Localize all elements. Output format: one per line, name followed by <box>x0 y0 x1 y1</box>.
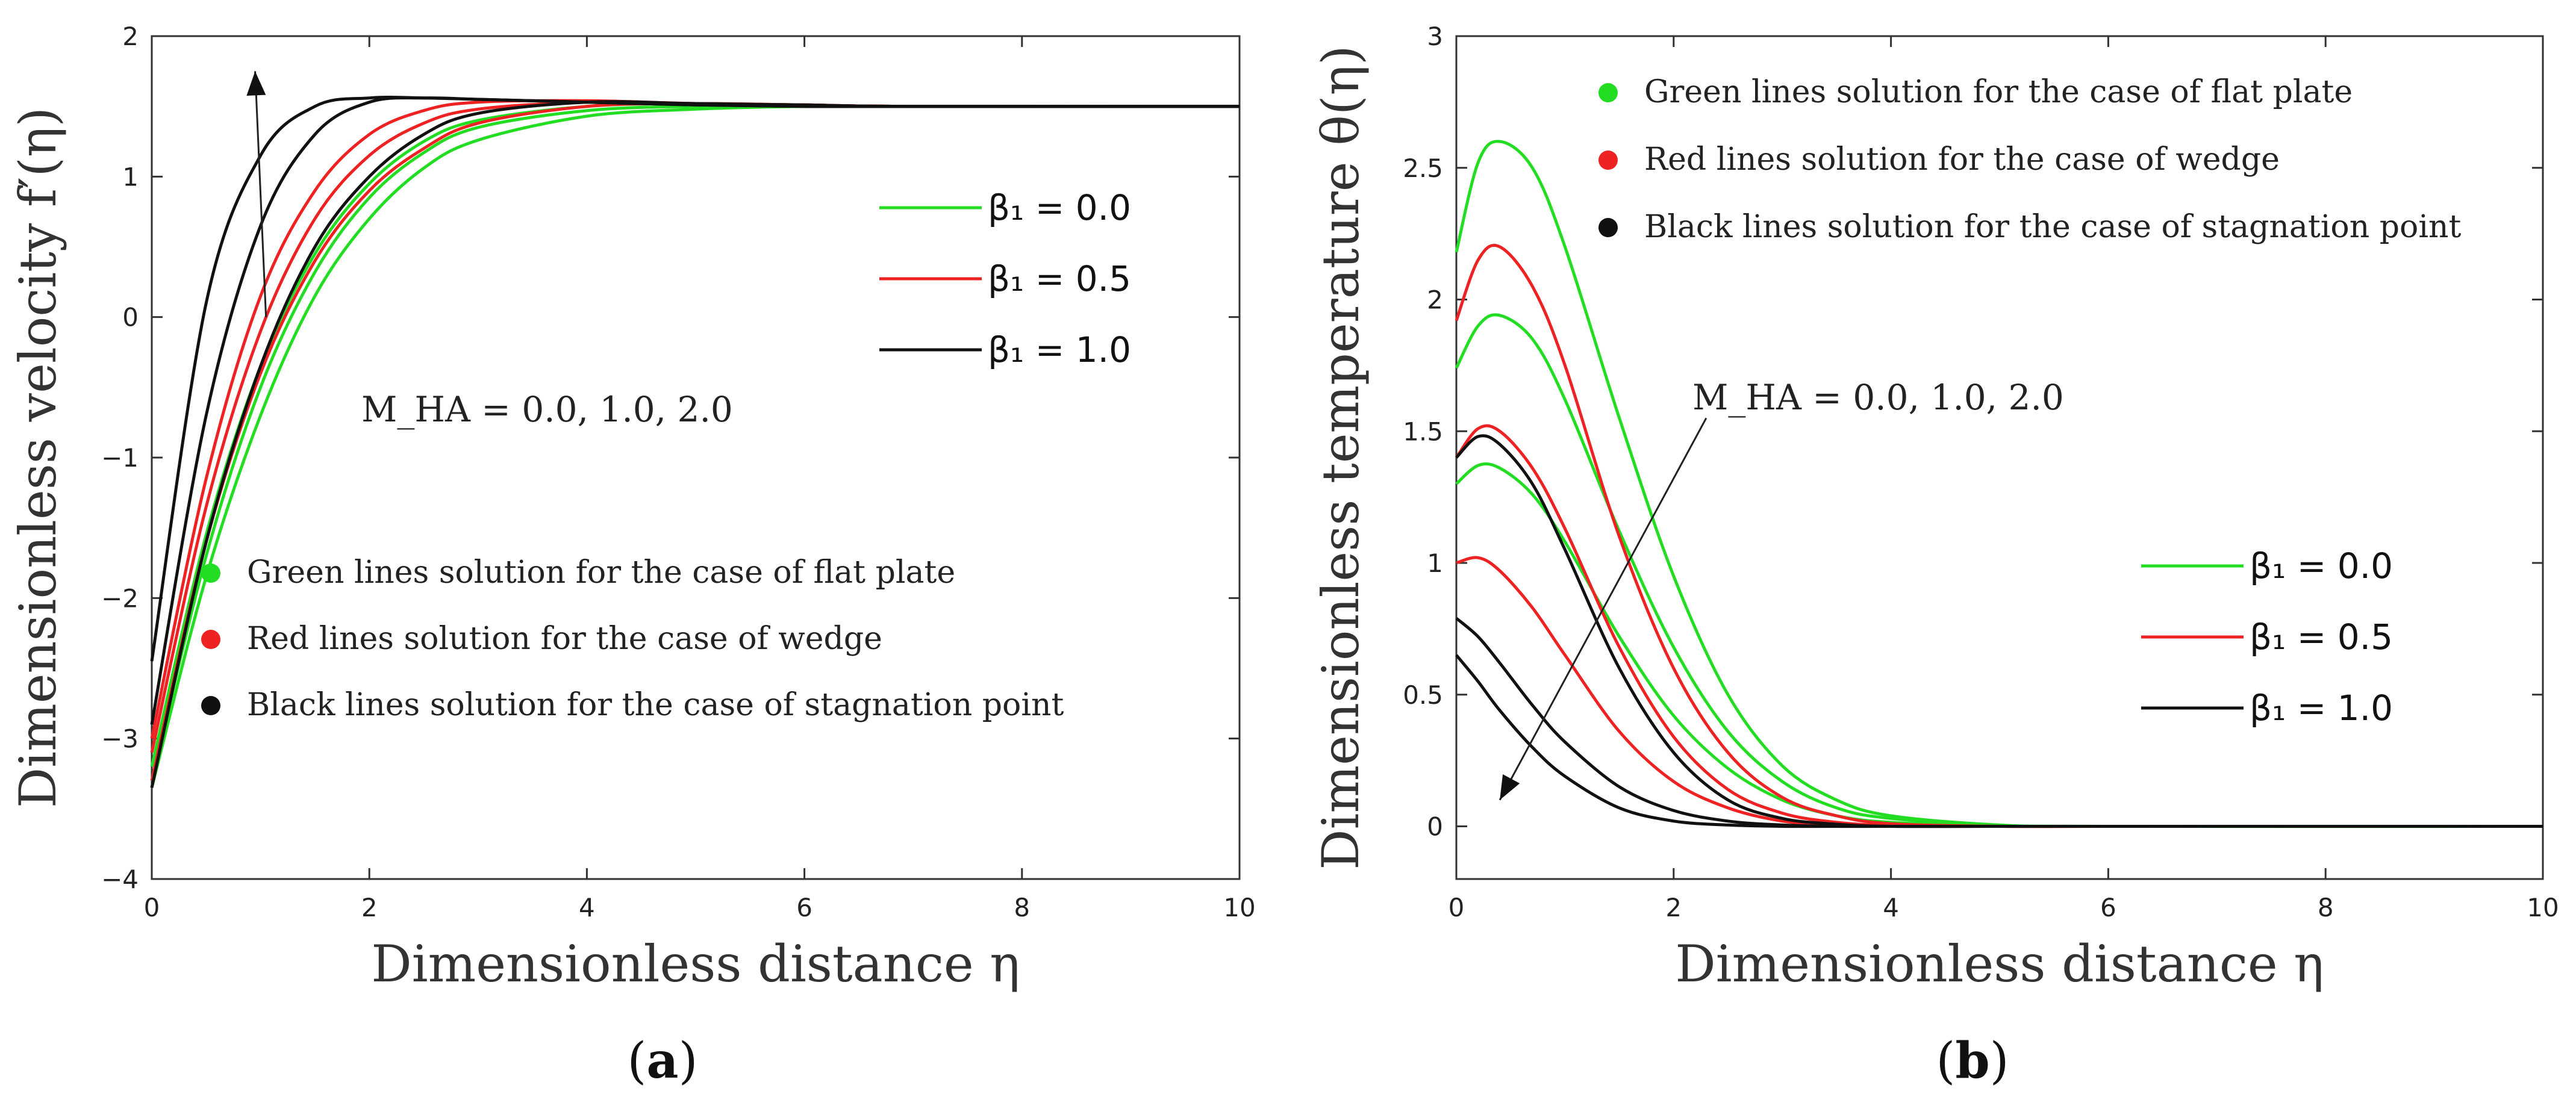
x-axis-label: Dimensionless distance η <box>371 934 1020 993</box>
y-tick-label: 1 <box>1427 548 1443 578</box>
case-legend-dot <box>1598 218 1618 237</box>
y-tick-label: 1 <box>122 162 139 191</box>
x-tick-label: 0 <box>1449 893 1465 922</box>
x-tick-label: 8 <box>2318 893 2334 922</box>
x-tick-label: 4 <box>1883 893 1899 922</box>
case-legend-label: Red lines solution for the case of wedge <box>1644 141 2280 178</box>
y-tick-label: 2 <box>122 22 139 51</box>
y-tick-label: −3 <box>101 724 139 754</box>
case-legend-dot <box>201 696 220 715</box>
series-line-8 <box>1455 654 2543 828</box>
y-axis-label: Dimensionless temperature θ(η) <box>1311 45 1370 870</box>
y-tick-label: 2.5 <box>1403 154 1443 183</box>
annotation-arrow-head <box>1500 774 1520 800</box>
beta-legend-label: β₁ = 0.0 <box>2250 545 2393 586</box>
chart-b: 0 2 4 6 8 10 0 0.5 1 1.5 2 2.5 3 Dimensionless distan… <box>1311 22 2559 1090</box>
plot-frame <box>151 35 1241 880</box>
y-tick-label: 2 <box>1427 285 1443 315</box>
beta-legend-label: β₁ = 0.5 <box>2250 617 2393 657</box>
beta-legend-label: β₁ = 1.0 <box>2250 688 2393 728</box>
annotation-arrow-line <box>254 71 267 317</box>
x-tick-label: 2 <box>1665 893 1682 922</box>
y-tick-label: 0 <box>122 303 139 332</box>
annotation-text: M_HA = 0.0, 1.0, 2.0 <box>361 389 733 430</box>
panel-label: (b) <box>1936 1032 2009 1090</box>
x-tick-label: 10 <box>2527 893 2559 922</box>
y-tick-label: 1.5 <box>1403 417 1443 446</box>
x-tick-label: 6 <box>2100 893 2116 922</box>
y-axis-label: Dimensionless velocity f′(η) <box>8 107 67 808</box>
beta-legend-label: β₁ = 0.5 <box>988 258 1131 299</box>
case-legend-label: Green lines solution for the case of fla… <box>1644 74 2353 110</box>
y-tick-label: −1 <box>101 443 139 473</box>
case-legend-dot <box>1598 151 1618 170</box>
x-tick-label: 8 <box>1014 893 1030 922</box>
series-line-8 <box>150 96 1240 662</box>
y-tick-label: 0.5 <box>1403 680 1443 710</box>
y-tick-label: −2 <box>101 583 139 613</box>
x-tick-label: 10 <box>1223 893 1255 922</box>
panel-paren-open: ( <box>627 1033 646 1090</box>
x-tick-label: 4 <box>579 893 595 922</box>
case-legend-dot <box>201 630 220 649</box>
annotation-text: M_HA = 0.0, 1.0, 2.0 <box>1692 377 2064 418</box>
annotation-arrow-head <box>246 71 266 96</box>
annotation-arrow-line <box>1499 417 1707 801</box>
panel-label: (a) <box>627 1032 697 1090</box>
x-tick-label: 2 <box>361 893 378 922</box>
beta-legend-label: β₁ = 1.0 <box>988 329 1131 370</box>
case-legend-dot <box>1598 83 1618 102</box>
panel-letter: b <box>1955 1032 1989 1090</box>
case-legend-dot <box>201 564 220 583</box>
x-axis-label: Dimensionless distance η <box>1675 934 2324 993</box>
series-line-3 <box>1455 243 2543 828</box>
case-legend-label: Black lines solution for the case of sta… <box>1644 209 2461 245</box>
x-tick-label: 6 <box>796 893 812 922</box>
x-tick-label: 0 <box>144 893 160 922</box>
case-legend-label: Red lines solution for the case of wedge <box>247 621 882 657</box>
panel-paren-close: ) <box>679 1033 698 1090</box>
y-tick-label: −4 <box>101 865 139 894</box>
case-legend-label: Green lines solution for the case of fla… <box>247 554 955 591</box>
panel-paren-close: ) <box>1990 1033 2009 1090</box>
beta-legend-label: β₁ = 0.0 <box>988 187 1131 228</box>
panel-letter: a <box>646 1032 678 1090</box>
panel-paren-open: ( <box>1936 1033 1955 1090</box>
y-tick-label: 0 <box>1427 812 1443 842</box>
case-legend-label: Black lines solution for the case of sta… <box>247 687 1064 723</box>
y-tick-label: 3 <box>1427 22 1443 51</box>
chart-a: 0 2 4 6 8 10 −4 −3 −2 −1 0 1 2 Dimensionless distance… <box>8 22 1256 1090</box>
